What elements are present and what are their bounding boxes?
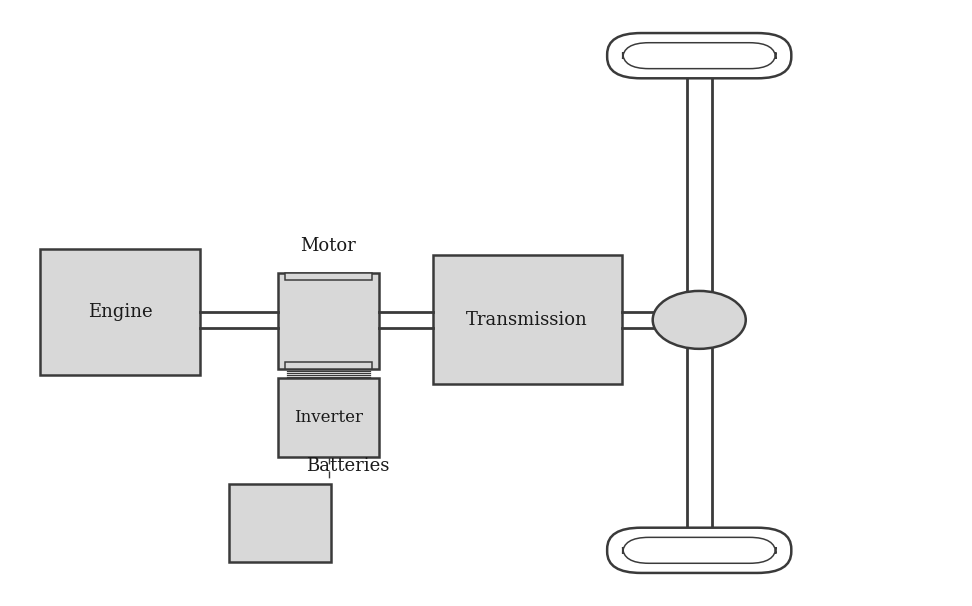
FancyBboxPatch shape: [278, 273, 379, 369]
FancyBboxPatch shape: [623, 538, 776, 564]
Text: Motor: Motor: [300, 237, 357, 255]
FancyBboxPatch shape: [286, 273, 371, 280]
FancyBboxPatch shape: [433, 255, 622, 384]
Text: Inverter: Inverter: [294, 409, 363, 426]
FancyBboxPatch shape: [608, 528, 791, 573]
FancyBboxPatch shape: [229, 484, 330, 562]
FancyBboxPatch shape: [40, 248, 200, 375]
FancyBboxPatch shape: [278, 378, 379, 457]
Circle shape: [653, 291, 746, 349]
Text: Batteries: Batteries: [306, 457, 390, 475]
Text: Transmission: Transmission: [467, 311, 588, 328]
Text: Engine: Engine: [87, 303, 153, 321]
FancyBboxPatch shape: [623, 42, 776, 68]
FancyBboxPatch shape: [286, 362, 371, 369]
FancyBboxPatch shape: [608, 33, 791, 78]
